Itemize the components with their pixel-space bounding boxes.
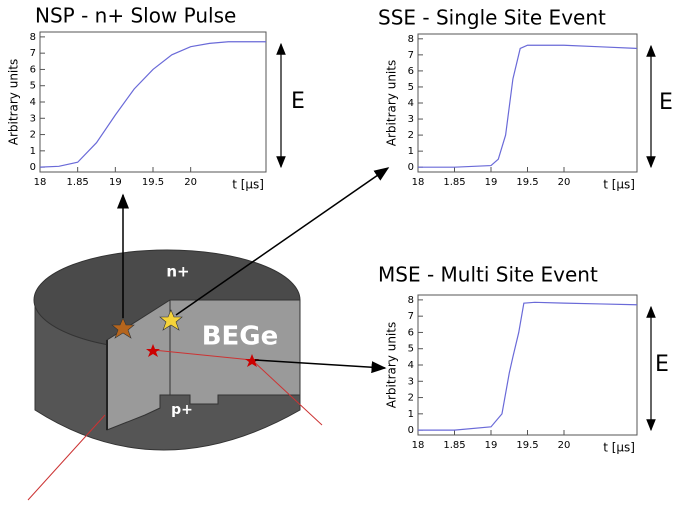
- y-tick-label: 1: [30, 146, 36, 157]
- x-tick-label: 1.85: [443, 440, 465, 451]
- y-tick-label: 2: [30, 130, 36, 141]
- x-tick-label: 18: [412, 177, 425, 188]
- x-tick-label: 19: [109, 177, 122, 188]
- x-tick-label: 18: [412, 440, 425, 451]
- y-tick-label: 5: [408, 344, 414, 355]
- x-tick-label: 19.5: [142, 177, 164, 188]
- y-tick-label: 1: [408, 409, 414, 420]
- x-tick-label: 20: [184, 177, 197, 188]
- y-tick-label: 2: [408, 393, 414, 404]
- x-axis-label: t [µs]: [603, 441, 635, 455]
- plot-frame: [417, 294, 638, 436]
- y-tick-label: 6: [408, 327, 414, 338]
- x-axis-label: t [µs]: [603, 178, 635, 192]
- y-tick-label: 6: [30, 64, 36, 75]
- y-tick-label: 2: [408, 130, 414, 141]
- y-tick-label: 4: [30, 97, 36, 108]
- y-tick-label: 6: [408, 66, 414, 77]
- detector: n+ BEGe p+: [27, 167, 390, 501]
- detector-label: BEGe: [202, 322, 279, 352]
- energy-label: E: [291, 89, 305, 114]
- energy-label: E: [655, 352, 669, 377]
- x-tick-label: 19.5: [516, 177, 538, 188]
- y-tick-label: 1: [408, 146, 414, 157]
- y-tick-label: 8: [30, 32, 36, 43]
- x-tick-label: 20: [558, 177, 571, 188]
- x-tick-label: 20: [558, 440, 571, 451]
- y-tick-label: 3: [408, 114, 414, 125]
- y-tick-label: 8: [408, 295, 414, 306]
- x-tick-label: 18: [34, 177, 47, 188]
- y-tick-label: 3: [408, 376, 414, 387]
- y-tick-label: 4: [408, 98, 414, 109]
- top-label: n+: [166, 263, 189, 281]
- y-tick-label: 8: [408, 34, 414, 45]
- plot-frame: [417, 33, 638, 173]
- x-tick-label: 1.85: [443, 177, 465, 188]
- x-tick-label: 19: [485, 177, 498, 188]
- energy-label: E: [659, 90, 673, 115]
- y-tick-label: 7: [408, 50, 414, 61]
- y-tick-label: 4: [408, 360, 414, 371]
- chart-title: NSP - n+ Slow Pulse: [35, 4, 236, 28]
- y-axis-label: Arbitrary units: [385, 60, 399, 146]
- trace: [418, 301, 638, 431]
- x-tick-label: 19: [485, 440, 498, 451]
- y-tick-label: 0: [408, 162, 414, 173]
- contact-label: p+: [171, 402, 193, 418]
- chart-title: MSE - Multi Site Event: [378, 263, 598, 287]
- trace: [39, 41, 266, 168]
- trace: [418, 44, 638, 168]
- y-tick-label: 0: [408, 425, 414, 436]
- x-tick-label: 19.5: [516, 440, 538, 451]
- y-tick-label: 3: [30, 113, 36, 124]
- chart-title: SSE - Single Site Event: [378, 6, 606, 30]
- x-axis-label: t [µs]: [232, 178, 264, 192]
- y-tick-label: 0: [30, 162, 36, 173]
- y-axis-label: Arbitrary units: [7, 59, 21, 145]
- x-tick-label: 1.85: [67, 177, 89, 188]
- y-axis-label: Arbitrary units: [385, 322, 399, 408]
- y-tick-label: 7: [408, 311, 414, 322]
- y-tick-label: 5: [408, 82, 414, 93]
- y-tick-label: 5: [30, 81, 36, 92]
- y-tick-label: 7: [30, 48, 36, 59]
- plot-frame: [39, 31, 267, 173]
